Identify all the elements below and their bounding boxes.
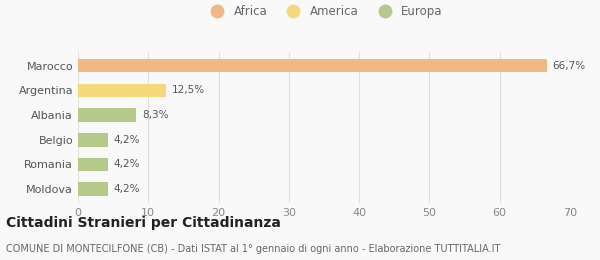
Legend: Africa, America, Europa: Africa, America, Europa — [200, 1, 448, 23]
Text: COMUNE DI MONTECILFONE (CB) - Dati ISTAT al 1° gennaio di ogni anno - Elaborazio: COMUNE DI MONTECILFONE (CB) - Dati ISTAT… — [6, 244, 500, 254]
Text: 4,2%: 4,2% — [113, 135, 140, 145]
Text: 66,7%: 66,7% — [553, 61, 586, 71]
Bar — [78, 182, 107, 196]
Bar — [78, 83, 166, 97]
Text: 12,5%: 12,5% — [172, 85, 205, 95]
Text: 4,2%: 4,2% — [113, 159, 140, 170]
Bar — [78, 158, 107, 171]
Bar — [78, 108, 136, 122]
Text: 8,3%: 8,3% — [142, 110, 169, 120]
Text: Cittadini Stranieri per Cittadinanza: Cittadini Stranieri per Cittadinanza — [6, 216, 281, 230]
Text: 4,2%: 4,2% — [113, 184, 140, 194]
Bar — [78, 59, 547, 73]
Bar — [78, 133, 107, 147]
